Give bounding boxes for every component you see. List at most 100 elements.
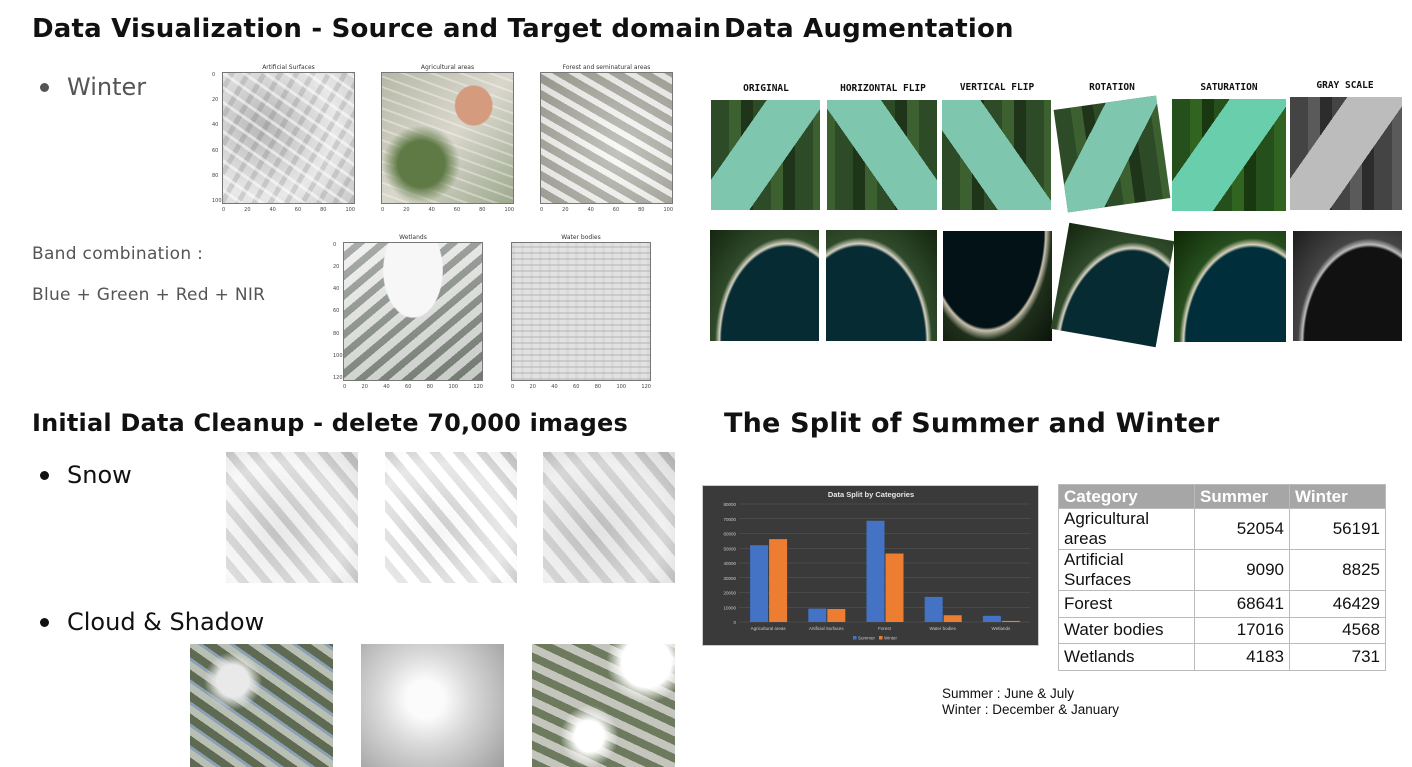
tick-label: 20 <box>562 207 569 213</box>
tick-label: 100 <box>504 207 514 213</box>
tick-label: 0 <box>333 242 337 248</box>
header-category: Category <box>1058 484 1195 509</box>
plot-title: Wetlands <box>399 234 427 241</box>
legend-swatch <box>853 636 857 640</box>
y-tick-label: 30000 <box>723 576 736 581</box>
bullet-dot-icon <box>40 470 49 480</box>
snow-label: Snow <box>67 461 132 489</box>
tick-label: 0 <box>540 207 544 213</box>
tick-label: 40 <box>212 122 219 129</box>
y-tick-label: 10000 <box>723 605 736 610</box>
cell-summer: 17016 <box>1194 616 1290 644</box>
cell-category: Water bodies <box>1058 616 1195 644</box>
aug-label-rotation: ROTATION <box>1089 82 1135 93</box>
plot-title: Water bodies <box>561 234 601 241</box>
tick-label: 120 <box>641 384 651 390</box>
tick-label: 20 <box>403 207 410 213</box>
y-ticks: 0 20 40 60 80 100 <box>212 72 222 204</box>
bar-summer <box>924 596 943 622</box>
cell-winter: 46429 <box>1289 590 1386 618</box>
winter-note: Winter : December & January <box>942 702 1120 717</box>
aug-label-saturation: SATURATION <box>1200 82 1258 93</box>
plot-forest-seminatural: Forest and seminatural areas 0 20 40 60 80 10… <box>540 64 673 213</box>
legend-label: Summer <box>858 636 876 641</box>
tick-label: 40 <box>551 384 558 390</box>
cloud-image-2 <box>361 644 504 767</box>
tick-label: 120 <box>333 374 343 381</box>
tick-label: 20 <box>244 207 251 213</box>
x-tick-label: Wetlands <box>992 626 1011 631</box>
table-row: Water bodies 17016 4568 <box>1058 616 1386 644</box>
tick-label: 100 <box>212 197 222 204</box>
snow-image-2 <box>385 452 517 583</box>
plot-title: Forest and seminatural areas <box>562 64 651 71</box>
x-tick-labels: Agricultural areas Artificial Surfaces For… <box>751 626 1011 631</box>
tick-label: 100 <box>333 352 343 359</box>
cell-winter: 8825 <box>1289 549 1386 591</box>
tick-label: 40 <box>333 286 340 293</box>
aug-label-horizontal-flip: HORIZONTAL FLIP <box>840 83 926 94</box>
tick-label: 60 <box>453 207 461 213</box>
tick-label: 40 <box>428 207 435 213</box>
header-summer: Summer <box>1194 484 1290 509</box>
y-tick-labels: 0 10000 20000 30000 40000 50000 60000 70000 8000… <box>723 502 736 625</box>
tick-label: 0 <box>381 207 385 213</box>
aug-image-horizontal-flip <box>827 100 937 210</box>
aug-image-vertical-flip <box>942 100 1051 210</box>
tick-label: 120 <box>473 384 483 390</box>
legend-label: Winter <box>884 636 898 641</box>
bar-summer <box>982 615 1001 622</box>
summer-note: Summer : June & July <box>942 686 1075 701</box>
bar-winter <box>885 553 904 622</box>
cell-summer: 4183 <box>1194 643 1290 671</box>
aug-lake-saturation <box>1174 231 1286 342</box>
split-bar-chart: Data Split by Categories 0 10000 20000 3000… <box>702 485 1039 646</box>
aug-image-gray-scale <box>1290 97 1402 210</box>
band-combination-value: Blue + Green + Red + NIR <box>32 285 266 305</box>
tick-label: 60 <box>333 308 340 315</box>
aug-image-saturation <box>1172 99 1286 211</box>
bar-winter <box>1001 620 1020 622</box>
satellite-image <box>540 72 673 204</box>
x-ticks: 0 20 40 60 80 100 120 <box>343 384 483 390</box>
aug-lake-gray-scale <box>1293 231 1402 341</box>
bar-winter <box>769 539 788 622</box>
bar-winter <box>827 608 846 622</box>
snow-image-3 <box>543 452 675 583</box>
tick-label: 100 <box>448 384 459 390</box>
y-tick-label: 50000 <box>723 546 736 551</box>
table-row: Agricultural areas 52054 56191 <box>1058 508 1386 550</box>
table-header-row: Category Summer Winter <box>1058 484 1386 509</box>
tick-label: 80 <box>212 172 219 179</box>
y-tick-label: 20000 <box>723 591 736 596</box>
aug-image-original <box>711 100 820 210</box>
x-tick-label: Forest <box>878 626 892 631</box>
tick-label: 80 <box>333 330 340 337</box>
tick-label: 80 <box>320 207 327 213</box>
snow-bullet: Snow <box>40 461 132 489</box>
y-tick-label: 40000 <box>723 561 736 566</box>
satellite-image <box>511 242 651 381</box>
y-tick-label: 80000 <box>723 502 736 507</box>
band-combination-label: Band combination : <box>32 244 204 264</box>
plot-wetlands: Wetlands 0 20 40 60 80 100 120 0 20 40 60 80 100 120 <box>333 234 483 390</box>
tick-label: 0 <box>222 207 226 213</box>
aug-image-rotation <box>1053 95 1171 213</box>
y-ticks: 0 20 40 60 80 100 120 <box>333 242 343 381</box>
cell-summer: 52054 <box>1194 508 1290 550</box>
augmentation-heading: Data Augmentation <box>724 14 1014 44</box>
tick-label: 40 <box>587 207 594 213</box>
tick-label: 60 <box>405 384 412 390</box>
bar-summer <box>866 520 885 622</box>
aug-label-original: ORIGINAL <box>743 83 789 94</box>
cleanup-heading: Initial Data Cleanup - delete 70,000 ima… <box>32 409 629 437</box>
chart-legend: Summer Winter <box>853 636 898 641</box>
tick-label: 100 <box>616 384 627 390</box>
chart-bars <box>750 520 1020 622</box>
winter-bullet: Winter <box>40 73 146 101</box>
chart-title: Data Split by Categories <box>828 490 914 499</box>
aug-lake-horizontal-flip <box>826 230 937 341</box>
bullet-dot-icon <box>40 617 49 627</box>
aug-label-vertical-flip: VERTICAL FLIP <box>959 82 1035 93</box>
x-ticks: 0 20 40 60 80 100 <box>222 207 355 213</box>
